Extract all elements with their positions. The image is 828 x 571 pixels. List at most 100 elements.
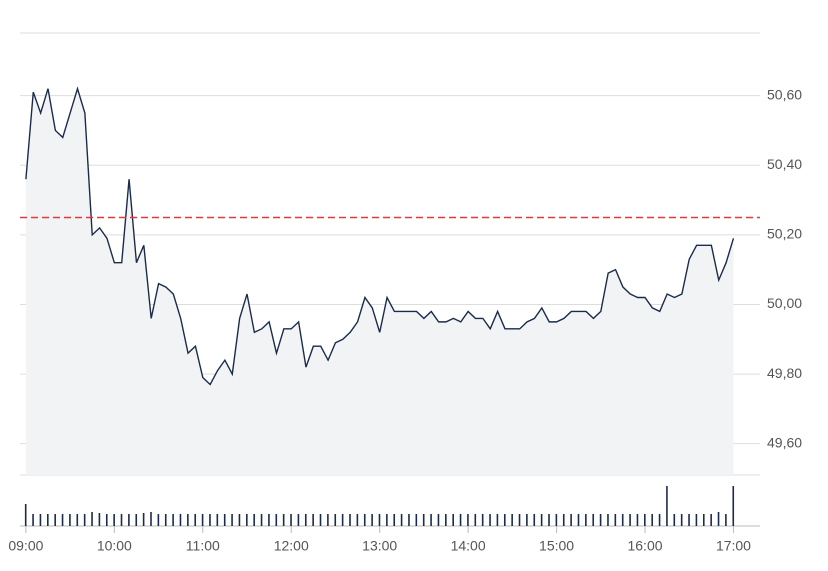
volume-bar xyxy=(69,514,71,526)
x-tick-label: 14:00 xyxy=(451,538,486,554)
volume-bar xyxy=(415,514,418,526)
volume-bar xyxy=(680,514,683,526)
volume-bar xyxy=(282,514,285,526)
volume-bar xyxy=(518,514,521,526)
volume-bar xyxy=(489,514,491,526)
volume-bar xyxy=(533,514,536,526)
volume-bar xyxy=(187,514,189,526)
volume-bar xyxy=(179,514,182,526)
volume-bar xyxy=(268,514,270,526)
volume-bar xyxy=(105,514,108,526)
volume-bar xyxy=(503,514,506,526)
volume-bar xyxy=(142,513,145,526)
y-tick-label: 50,60 xyxy=(767,86,802,102)
volume-bar xyxy=(732,486,735,526)
volume-bar xyxy=(467,514,469,526)
y-tick-label: 50,20 xyxy=(767,226,802,242)
x-tick-label: 15:00 xyxy=(539,538,574,554)
volume-bar xyxy=(304,514,307,526)
volume-bar xyxy=(555,514,558,526)
volume-bar xyxy=(61,514,64,526)
volume-bar xyxy=(135,514,138,526)
volume-bar xyxy=(194,514,197,526)
volume-bar xyxy=(621,514,624,526)
area-fill xyxy=(25,88,734,475)
volume-bar xyxy=(717,512,720,526)
volume-bar xyxy=(408,514,410,526)
volume-bar xyxy=(216,514,219,526)
volume-bar xyxy=(614,514,617,526)
volume-bar xyxy=(592,514,595,526)
volume-bar xyxy=(599,514,602,526)
volume-bar xyxy=(496,514,499,526)
volume-bar xyxy=(341,514,344,526)
volume-bar xyxy=(32,514,34,526)
volume-bar xyxy=(695,514,698,526)
volume-bar xyxy=(172,514,174,526)
volume-bar xyxy=(312,514,314,526)
y-tick-label: 50,00 xyxy=(767,295,802,311)
volume-bar xyxy=(128,514,130,526)
volume-bar xyxy=(76,514,79,526)
y-tick-label: 49,60 xyxy=(767,434,802,450)
volume-bar xyxy=(83,514,86,526)
volume-bar xyxy=(710,514,712,526)
x-tick-label: 09:00 xyxy=(8,538,43,554)
volume-bar xyxy=(437,514,440,526)
volume-bar xyxy=(39,514,42,526)
volume-bar xyxy=(577,514,580,526)
volume-bar xyxy=(334,514,337,526)
volume-bar xyxy=(319,514,322,526)
volume-bar xyxy=(666,486,668,526)
volume-bar xyxy=(400,514,403,526)
volume-bar xyxy=(658,514,661,526)
volume-bar xyxy=(209,514,211,526)
volume-bar xyxy=(540,514,543,526)
volume-bar xyxy=(297,514,300,526)
volume-bar xyxy=(430,514,432,526)
y-tick-label: 50,40 xyxy=(767,156,802,172)
volume-bar xyxy=(474,514,477,526)
volume-bar xyxy=(371,514,373,526)
volume-bar xyxy=(150,512,152,526)
volume-bar xyxy=(548,514,550,526)
volume-bar xyxy=(629,514,631,526)
volume-bar xyxy=(570,514,572,526)
volume-bar xyxy=(378,514,381,526)
volume-bar xyxy=(238,514,241,526)
volume-bar xyxy=(526,514,528,526)
volume-bar xyxy=(363,514,366,526)
volume-bar xyxy=(688,514,690,526)
x-tick-label: 11:00 xyxy=(186,538,220,554)
volume-bar xyxy=(98,513,101,526)
volume-bar xyxy=(702,514,705,526)
volume-bar xyxy=(47,514,49,526)
volume-bar xyxy=(725,514,727,526)
volume-bar xyxy=(585,514,587,526)
volume-bar xyxy=(164,514,167,526)
volume-bar xyxy=(511,514,513,526)
volume-bar xyxy=(607,514,609,526)
volume-bar xyxy=(231,514,233,526)
volume-bar xyxy=(636,514,639,526)
volume-bar xyxy=(673,514,676,526)
volume-bar xyxy=(562,514,565,526)
volume-bar xyxy=(201,514,204,526)
x-tick-label: 10:00 xyxy=(97,538,132,554)
volume-bar xyxy=(393,514,396,526)
volume-bar xyxy=(349,514,351,526)
volume-bar xyxy=(386,514,388,526)
volume-bar xyxy=(113,514,115,526)
volume-bar xyxy=(327,514,329,526)
volume-bar xyxy=(356,514,359,526)
volume-bar xyxy=(54,514,56,526)
volume-bar xyxy=(246,514,248,526)
volume-bar xyxy=(422,514,425,526)
volume-bar xyxy=(120,514,123,526)
volume-bar xyxy=(157,514,160,526)
x-tick-label: 12:00 xyxy=(274,538,309,554)
y-tick-label: 49,80 xyxy=(767,365,802,381)
volume-bar xyxy=(223,514,226,526)
x-tick-label: 13:00 xyxy=(362,538,397,554)
